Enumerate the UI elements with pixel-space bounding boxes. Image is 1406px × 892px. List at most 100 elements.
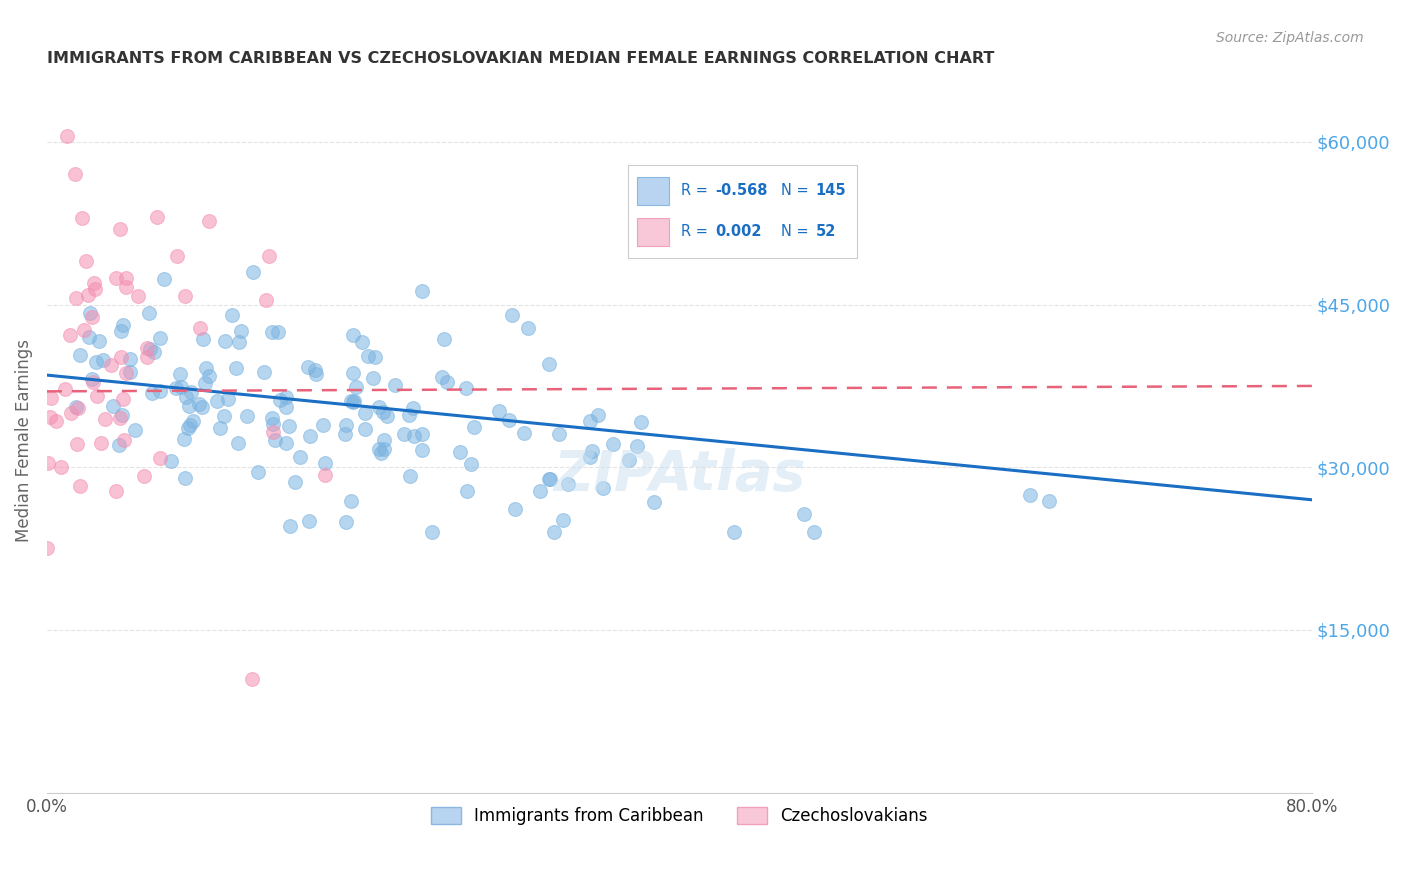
Point: [384, 378, 406, 392]
Point: [551, 513, 574, 527]
Point: [392, 427, 415, 442]
Point: [1019, 488, 1042, 502]
Point: [212, 409, 235, 423]
Text: -0.568: -0.568: [714, 183, 768, 198]
Point: [112, 318, 135, 332]
Point: [274, 400, 297, 414]
Text: Source: ZipAtlas.com: Source: ZipAtlas.com: [1216, 31, 1364, 45]
Point: [136, 341, 159, 355]
Point: [579, 450, 602, 464]
Point: [269, 393, 291, 408]
Point: [297, 360, 319, 375]
Point: [174, 390, 197, 404]
Point: [228, 334, 250, 349]
Point: [373, 434, 395, 448]
Point: [177, 421, 200, 435]
Point: [177, 399, 200, 413]
Point: [266, 326, 288, 340]
Point: [225, 361, 247, 376]
Point: [304, 363, 326, 377]
Point: [368, 401, 391, 415]
Point: [363, 370, 385, 384]
Point: [411, 443, 433, 458]
Point: [488, 404, 510, 418]
Point: [70, 211, 93, 225]
Point: [174, 289, 197, 303]
Point: [513, 426, 536, 441]
Point: [557, 477, 579, 491]
Point: [253, 365, 276, 379]
Point: [353, 406, 375, 420]
Point: [104, 484, 127, 499]
Point: [69, 348, 91, 362]
Text: ZIPAtlas: ZIPAtlas: [554, 449, 806, 502]
Point: [262, 425, 284, 439]
Point: [793, 507, 815, 521]
Point: [79, 306, 101, 320]
Point: [411, 284, 433, 298]
Point: [340, 494, 363, 508]
Point: [353, 422, 375, 436]
Point: [67, 401, 90, 415]
Point: [198, 369, 221, 384]
Text: R =: R =: [681, 224, 711, 239]
Point: [340, 393, 363, 408]
Text: R =: R =: [681, 183, 711, 198]
Point: [430, 370, 453, 384]
Point: [259, 249, 281, 263]
Point: [274, 391, 297, 405]
Point: [350, 335, 373, 350]
Point: [420, 525, 443, 540]
Point: [194, 376, 217, 391]
Point: [82, 310, 104, 325]
Point: [314, 467, 336, 482]
Point: [160, 454, 183, 468]
Point: [108, 221, 131, 235]
Point: [149, 451, 172, 466]
Point: [179, 417, 201, 432]
Point: [449, 445, 471, 459]
Point: [209, 420, 232, 434]
Point: [247, 465, 270, 479]
Point: [342, 394, 364, 409]
Point: [242, 672, 264, 686]
Point: [214, 334, 236, 349]
Point: [115, 280, 138, 294]
Point: [142, 345, 165, 359]
Point: [191, 400, 214, 414]
Point: [149, 384, 172, 398]
Point: [112, 392, 135, 406]
Text: IMMIGRANTS FROM CARIBBEAN VS CZECHOSLOVAKIAN MEDIAN FEMALE EARNINGS CORRELATION : IMMIGRANTS FROM CARIBBEAN VS CZECHOSLOVA…: [46, 51, 994, 66]
Point: [538, 357, 561, 371]
Point: [77, 329, 100, 343]
Point: [229, 324, 252, 338]
Point: [537, 471, 560, 485]
Point: [592, 481, 614, 495]
Point: [498, 413, 520, 427]
Point: [83, 276, 105, 290]
Point: [617, 453, 640, 467]
Point: [333, 426, 356, 441]
Point: [335, 515, 357, 529]
Point: [278, 418, 301, 433]
Point: [169, 380, 191, 394]
Point: [404, 428, 426, 442]
Point: [304, 368, 326, 382]
Point: [288, 450, 311, 464]
Point: [51, 460, 73, 475]
Point: [538, 472, 561, 486]
Point: [86, 389, 108, 403]
Point: [120, 365, 142, 379]
Point: [398, 469, 420, 483]
Point: [66, 437, 89, 451]
Point: [643, 494, 665, 508]
Y-axis label: Median Female Earnings: Median Female Earnings: [15, 339, 32, 541]
Point: [398, 408, 420, 422]
Point: [188, 321, 211, 335]
Point: [86, 355, 108, 369]
Point: [314, 456, 336, 470]
Point: [581, 443, 603, 458]
Point: [87, 334, 110, 348]
Point: [529, 484, 551, 499]
Point: [274, 436, 297, 450]
